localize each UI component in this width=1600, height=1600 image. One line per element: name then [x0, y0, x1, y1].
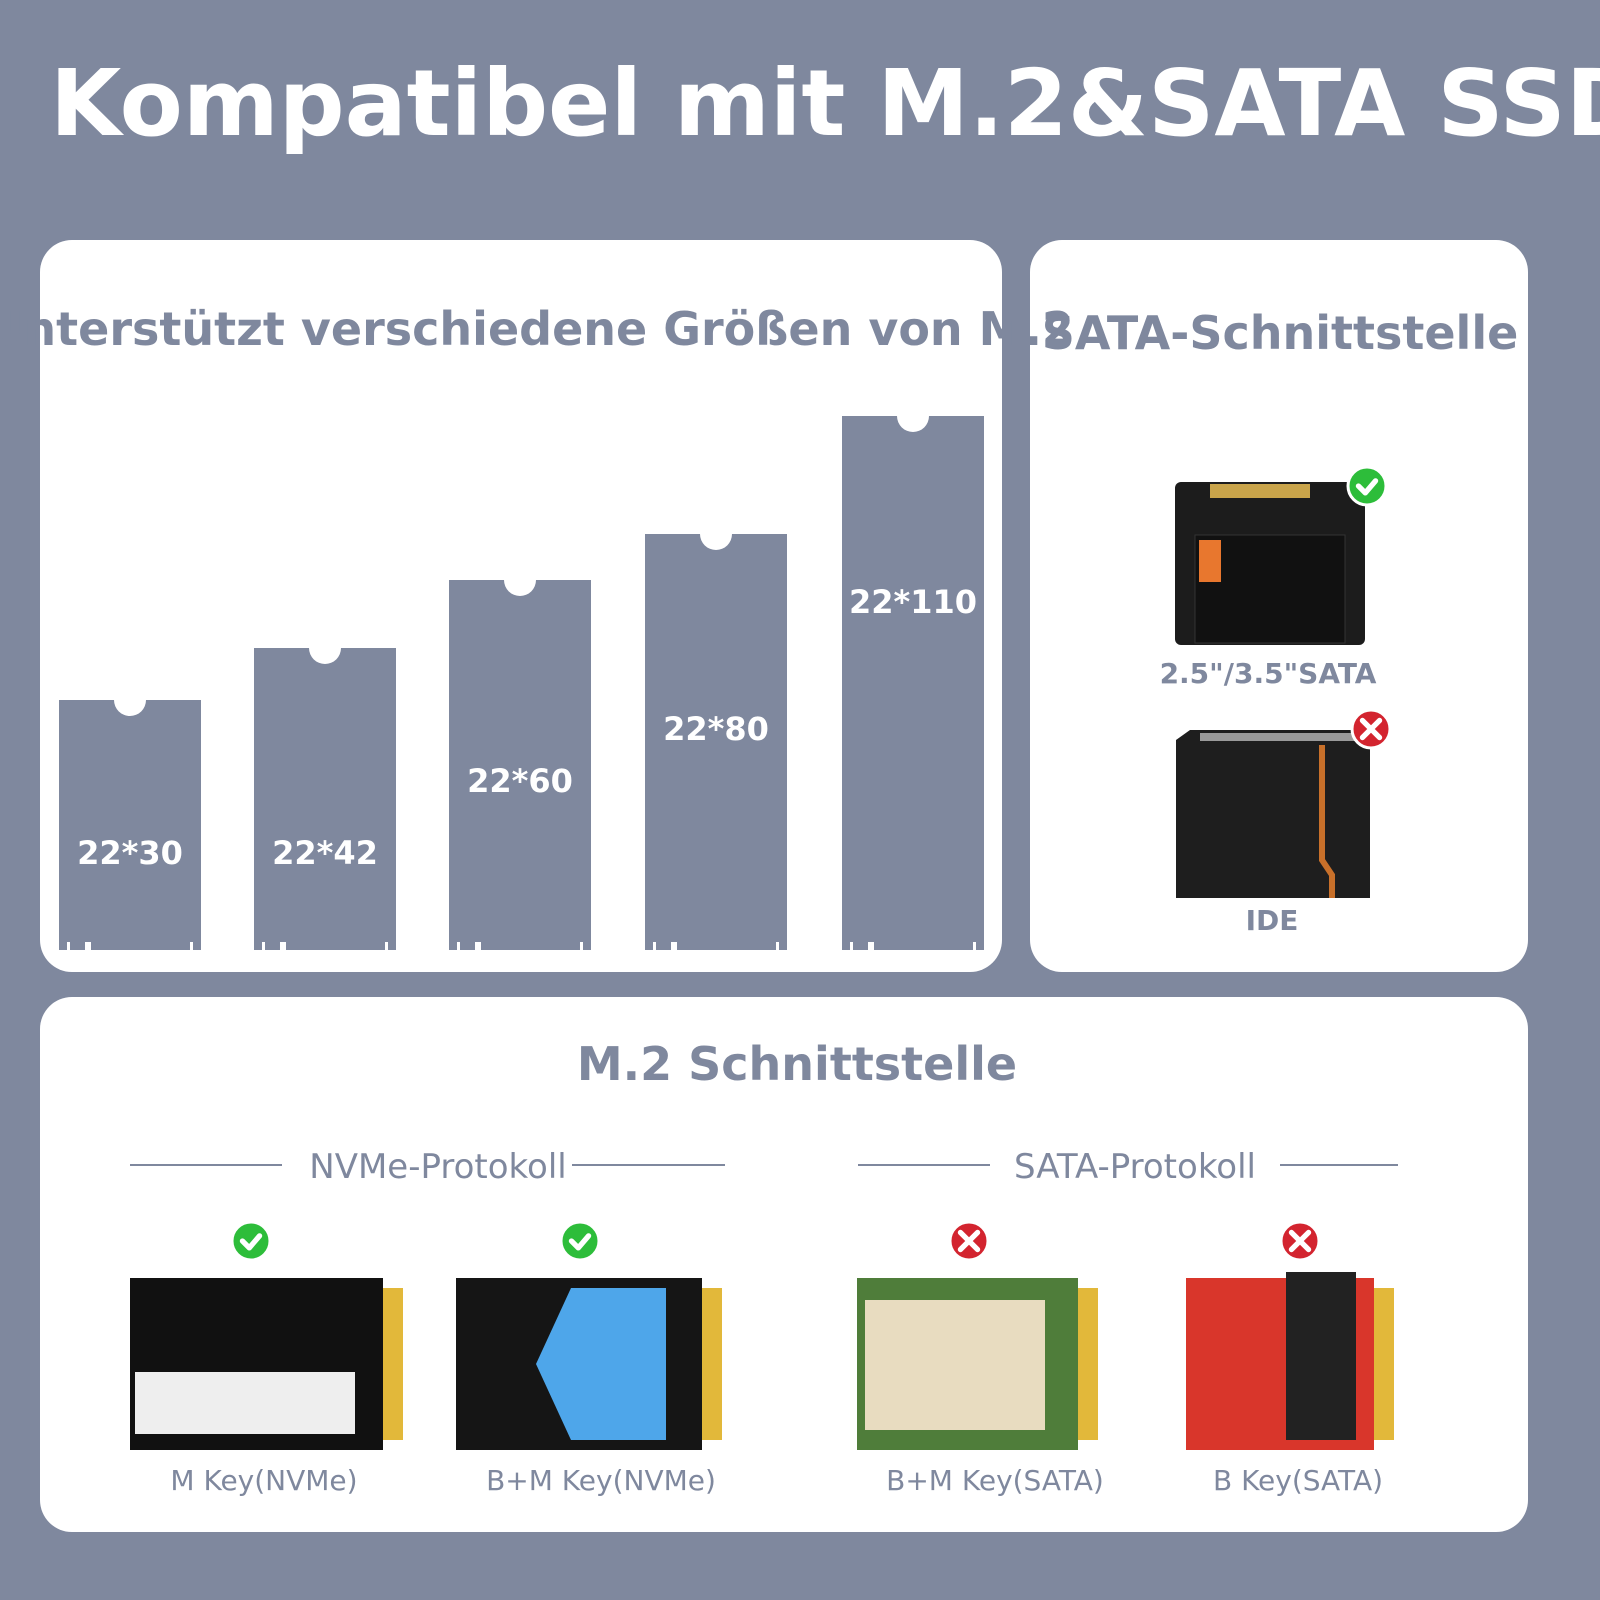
- check-mark: [239, 1233, 263, 1251]
- check-icon: [559, 1220, 601, 1262]
- slot: [1286, 1272, 1356, 1440]
- barcode-label: [135, 1372, 355, 1434]
- card-notch: [700, 518, 732, 550]
- ide-ssd-image: [1176, 730, 1370, 898]
- protocol-title: SATA-Protokoll: [1014, 1147, 1256, 1187]
- gold-contacts: [1374, 1288, 1394, 1440]
- card-key: [973, 942, 976, 950]
- m2-card: [40, 997, 1528, 1532]
- page-title: Kompatibel mit M.2&SATA SSD: [50, 50, 1600, 157]
- check-mark: [568, 1233, 592, 1251]
- m2-size-card: [59, 700, 201, 950]
- m2-size-card: [449, 580, 591, 950]
- check-mark: [1355, 478, 1379, 496]
- sata-label: 2.5"/3.5"SATA: [1160, 657, 1377, 690]
- paper-label: [865, 1300, 1045, 1430]
- card-notch: [897, 400, 929, 432]
- card-notch: [114, 684, 146, 716]
- cross-mark: [1359, 717, 1383, 741]
- cross-mark: [1288, 1229, 1312, 1253]
- m2-size-card: [842, 416, 984, 950]
- gold-contacts: [1078, 1288, 1098, 1440]
- m2-label: B+M Key(SATA): [886, 1464, 1104, 1497]
- sata-title: SATA-Schnittstelle: [1042, 306, 1519, 360]
- check-icon: [230, 1220, 272, 1262]
- ide-trace: [1319, 745, 1335, 898]
- sizes-title: Unterstützt verschiedene Größen von M.2: [0, 302, 1074, 356]
- card-key: [385, 942, 388, 950]
- card-key: [671, 942, 677, 950]
- card-key: [868, 942, 874, 950]
- ssd-tag: [1199, 540, 1221, 582]
- card-key: [280, 942, 286, 950]
- m2-title: M.2 Schnittstelle: [577, 1037, 1017, 1091]
- m2-size-card: [645, 534, 787, 950]
- card-key: [653, 942, 656, 950]
- size-label: 22*42: [272, 834, 378, 872]
- gold-contacts: [702, 1288, 722, 1440]
- card-key: [85, 942, 91, 950]
- size-label: 22*60: [467, 762, 573, 800]
- card-key: [776, 942, 779, 950]
- card-key: [850, 942, 853, 950]
- ide-pins: [1200, 733, 1355, 741]
- card-key: [190, 942, 193, 950]
- blue-label: [536, 1288, 666, 1440]
- cross-mark: [957, 1229, 981, 1253]
- size-label: 22*80: [663, 710, 769, 748]
- card-notch: [504, 564, 536, 596]
- protocol-title: NVMe-Protokoll: [309, 1147, 566, 1187]
- m2-label: B Key(SATA): [1213, 1464, 1383, 1497]
- check-icon: [1346, 465, 1388, 507]
- ssd-connector: [1210, 484, 1310, 498]
- card-key: [262, 942, 265, 950]
- m2-size-card: [254, 648, 396, 950]
- card-key: [457, 942, 460, 950]
- sata-label: IDE: [1246, 904, 1299, 937]
- size-label: 22*30: [77, 834, 183, 872]
- m2-label: B+M Key(NVMe): [486, 1464, 716, 1497]
- card-key: [580, 942, 583, 950]
- card-key: [475, 942, 481, 950]
- card-key: [67, 942, 70, 950]
- card-notch: [309, 632, 341, 664]
- m2-label: M Key(NVMe): [170, 1464, 357, 1497]
- gold-contacts: [383, 1288, 403, 1440]
- size-label: 22*110: [849, 583, 977, 621]
